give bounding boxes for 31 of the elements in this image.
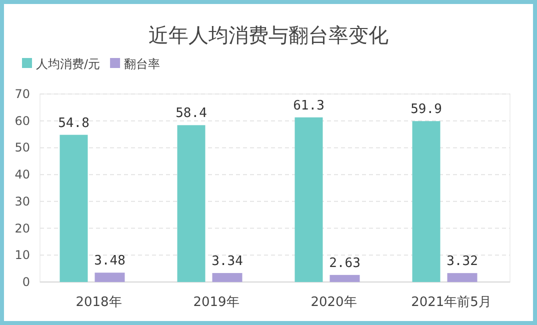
bar [412, 121, 440, 282]
data-label: 3.48 [94, 254, 126, 269]
data-label: 3.32 [446, 254, 478, 270]
bar [212, 273, 242, 282]
bar [330, 274, 360, 282]
legend-label: 翻台率 [124, 57, 160, 71]
x-tick-label: 2021年前5月 [411, 295, 492, 310]
x-tick-label: 2019年 [193, 295, 240, 310]
y-tick-label: 10 [14, 248, 30, 262]
data-label: 58.4 [176, 106, 208, 122]
data-label: 59.9 [410, 102, 442, 118]
data-label: 3.34 [212, 254, 244, 270]
bar [177, 125, 206, 282]
x-tick-label: 2018年 [76, 295, 122, 310]
y-tick-label: 20 [14, 221, 30, 236]
chart-title: 近年人均消费与翻台率变化 [148, 23, 388, 47]
y-tick-label: 70 [14, 87, 30, 101]
y-tick-label: 50 [14, 140, 30, 155]
bar [294, 117, 323, 282]
data-label: 54.8 [58, 116, 90, 131]
bar [60, 134, 88, 282]
y-tick-label: 60 [14, 114, 30, 128]
data-label: 2.63 [329, 256, 360, 271]
data-label: 61.3 [293, 98, 324, 114]
bar [447, 273, 478, 282]
bar [94, 272, 125, 282]
y-tick-label: 30 [14, 194, 30, 208]
legend-label: 人均消费/元 [36, 57, 100, 71]
y-tick-label: 40 [14, 168, 30, 182]
y-tick-label: 0 [22, 275, 30, 289]
x-tick-label: 2020年 [310, 295, 357, 310]
